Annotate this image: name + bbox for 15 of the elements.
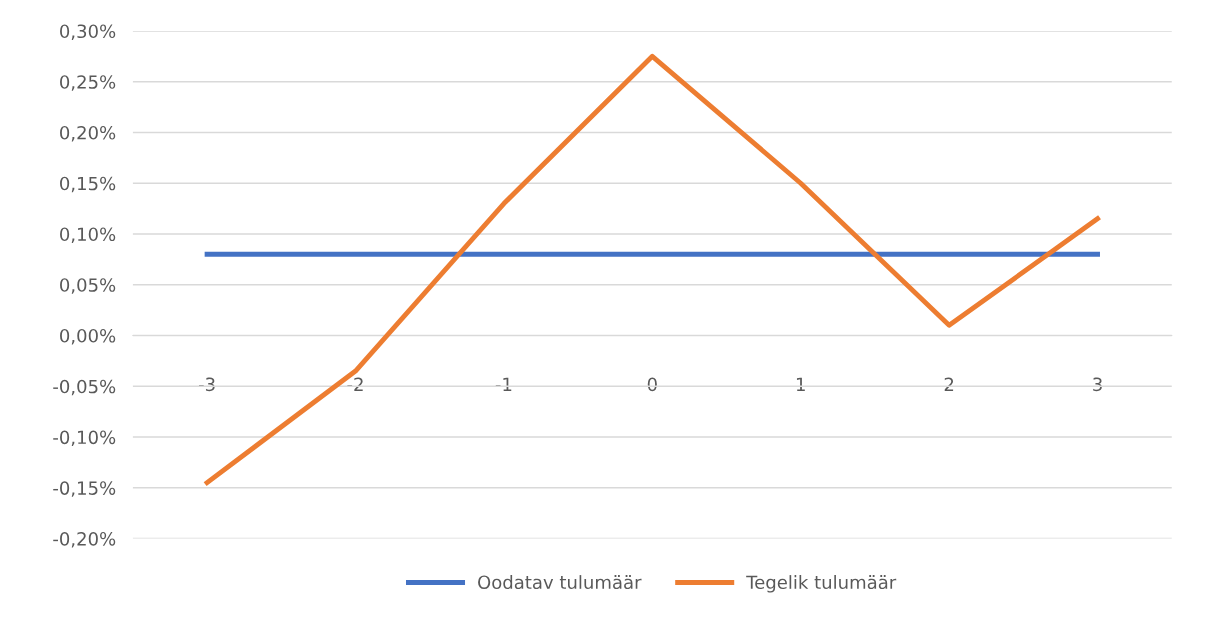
y-tick-label: -0,20% (53, 531, 116, 548)
y-tick-label: 0,00% (60, 328, 116, 345)
y-tick-label: 0,10% (60, 227, 116, 243)
y-tick-label: 0,30% (60, 24, 116, 40)
legend-label: Oodatav tulumäär (478, 575, 642, 590)
legend-label: Tegelik tulumäär (746, 575, 897, 593)
x-tick-label: 3 (1093, 377, 1102, 392)
x-tick-label: 1 (796, 377, 805, 391)
y-tick-label: 0,05% (60, 278, 116, 294)
y-tick-label: -0,05% (53, 379, 116, 396)
y-tick-label: 0,15% (60, 176, 116, 193)
y-tick-label: -0,15% (53, 481, 116, 497)
y-tick-label: -0,10% (53, 430, 116, 446)
y-tick-label: 0,25% (60, 75, 116, 91)
y-tick-label: 0,20% (60, 125, 116, 142)
